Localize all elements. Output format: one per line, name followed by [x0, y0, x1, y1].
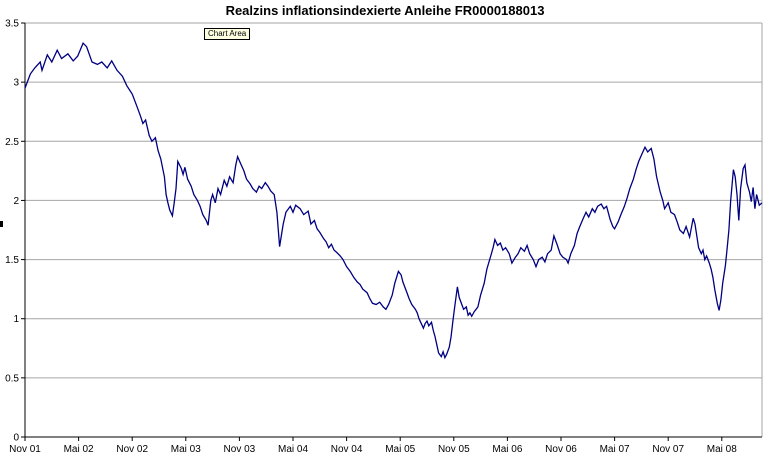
x-tick-label: Mai 07: [600, 444, 630, 455]
x-tick-label: Nov 06: [545, 444, 577, 455]
y-axis-labels: 0 0.5 1 1.5 2 2.5 3 3.5: [5, 19, 19, 444]
y-tick-label: 2: [13, 196, 19, 207]
y-tick-label: 0: [13, 433, 19, 444]
y-tick-label: 0.5: [5, 373, 19, 384]
y-tick-label: 3.5: [5, 19, 19, 30]
y-tick-label: 1.5: [5, 255, 19, 266]
x-axis-labels: Nov 01 Mai 02 Nov 02 Mai 03 Nov 03 Mai 04 Nov …: [9, 444, 737, 455]
x-tick-label: Nov 01: [9, 444, 41, 455]
y-tick-label: 3: [13, 78, 19, 89]
x-tick-label: Mai 05: [385, 444, 415, 455]
x-tick-label: Mai 03: [171, 444, 201, 455]
axes: [24, 23, 762, 438]
x-tick-label: Nov 02: [116, 444, 148, 455]
axis-tick-marks: [21, 22, 723, 441]
x-tick-label: Nov 07: [652, 444, 684, 455]
x-tick-label: Mai 06: [492, 444, 522, 455]
x-tick-label: Mai 04: [278, 444, 308, 455]
x-tick-label: Mai 02: [64, 444, 94, 455]
y-tick-label: 2.5: [5, 137, 19, 148]
gridlines: [25, 22, 762, 379]
x-tick-label: Mai 08: [707, 444, 737, 455]
x-tick-label: Nov 04: [331, 444, 363, 455]
y-tick-label: 1: [13, 314, 19, 325]
price-line: [24, 41, 763, 360]
selection-handle[interactable]: [0, 221, 3, 227]
x-tick-label: Nov 03: [224, 444, 256, 455]
chart-title[interactable]: Realzins inflationsindexierte Anleihe FR…: [225, 3, 545, 18]
x-tick-label: Nov 05: [438, 444, 470, 455]
chart-area-tooltip: Chart Area: [204, 28, 251, 40]
